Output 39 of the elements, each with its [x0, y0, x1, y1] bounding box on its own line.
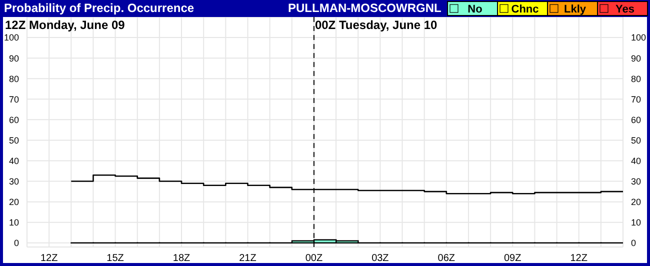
y2-tick-label: 90 [631, 53, 642, 64]
y2-tick-label: 40 [631, 156, 642, 166]
legend-label: Chnc [511, 4, 539, 16]
annotation: 12Z Monday, June 09 [5, 18, 125, 32]
chart-subtitle: PULLMAN-MOSCOWRGNL [288, 0, 442, 17]
chart-title: Probability of Precip. Occurrence [4, 0, 194, 17]
y-tick-label: 90 [8, 53, 19, 64]
y2-tick-label: 0 [631, 238, 636, 248]
y-tick-label: 80 [8, 74, 19, 84]
y-tick-label: 100 [4, 32, 19, 43]
x-tick-label: 15Z [106, 253, 124, 264]
legend-label: No [468, 4, 483, 16]
y-tick-label: 50 [8, 135, 19, 146]
y2-tick-label: 20 [631, 197, 642, 208]
y-tick-label: 60 [8, 114, 19, 125]
y-tick-label: 10 [8, 218, 19, 228]
x-tick-label: 03Z [372, 253, 389, 264]
y2-tick-label: 100 [631, 32, 646, 43]
x-tick-label: 18Z [172, 253, 190, 264]
y-tick-label: 40 [8, 156, 19, 166]
y2-tick-label: 10 [631, 218, 642, 228]
y2-tick-label: 50 [631, 135, 642, 146]
x-tick-label: 09Z [504, 253, 522, 264]
y-tick-label: 0 [14, 238, 19, 248]
x-tick-label: 12Z [570, 253, 588, 264]
x-tick-label: 00Z [305, 253, 323, 264]
y-tick-label: 30 [8, 176, 19, 186]
y-tick-label: 20 [8, 197, 19, 208]
x-tick-label: 21Z [239, 253, 256, 264]
legend-label: Yes [616, 4, 634, 16]
y2-tick-label: 70 [631, 94, 642, 104]
x-tick-label: 06Z [438, 253, 456, 264]
y2-tick-label: 60 [631, 114, 642, 125]
ref-line-label: 00Z Tuesday, June 10 [314, 18, 438, 32]
y-tick-label: 70 [8, 94, 19, 104]
legend-label: Lkly [564, 4, 587, 16]
y2-tick-label: 80 [631, 74, 642, 84]
x-tick-label: 12Z [40, 253, 58, 264]
y2-tick-label: 30 [631, 176, 642, 186]
